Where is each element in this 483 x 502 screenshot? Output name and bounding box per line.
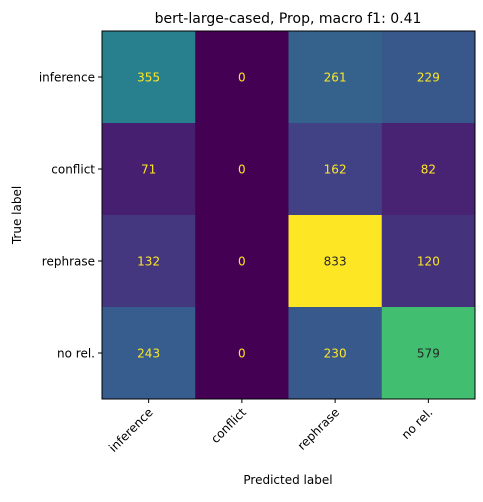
y-tick-label: rephrase [42,255,95,269]
y-axis-ticks: inference conflict rephrase no rel. [39,71,102,361]
axes-frame [101,30,476,400]
cell-value-label: 229 [417,71,440,85]
cell-value-label: 82 [421,163,436,177]
heatmap-cell-r0-c2 [288,31,383,124]
cell-value-label: 579 [417,347,440,361]
cell-value-label: 0 [238,163,246,177]
heatmap-cell-r2-c0 [102,215,196,308]
heatmap-cells [102,31,476,400]
cell-value-label: 0 [238,71,246,85]
cell-value-label: 833 [324,255,347,269]
heatmap-cell-r1-c2 [288,123,383,216]
cell-value-labels: 355 0 261 229 71 0 162 82 132 0 833 120 243 0 230 579 [137,71,440,361]
heatmap-cell-r3-c1 [195,307,289,400]
chart-title: bert-large-cased, Prop, macro f1: 0.41 [155,11,422,27]
heatmap-cell-r0-c3 [381,31,476,124]
cell-value-label: 71 [141,163,156,177]
cell-value-label: 355 [137,71,160,85]
y-axis-label: True label [10,186,24,245]
heatmap-cell-r3-c2 [288,307,383,400]
y-tick-label: inference [39,71,95,85]
cell-value-label: 132 [137,255,160,269]
cell-value-label: 0 [238,347,246,361]
cell-value-label: 230 [324,347,347,361]
heatmap-cell-r1-c3 [381,123,476,216]
heatmap-cell-r2-c2 [288,215,383,308]
heatmap-cell-r1-c1 [195,123,289,216]
cell-value-label: 120 [417,255,440,269]
heatmap-cell-r3-c3 [381,307,476,400]
cell-value-label: 162 [324,163,347,177]
heatmap-cell-r0-c0 [102,31,196,124]
heatmap-cell-r0-c1 [195,31,289,124]
cell-value-label: 0 [238,255,246,269]
x-axis-label: Predicted label [243,473,332,487]
y-tick-label: conflict [51,163,95,177]
cell-value-label: 261 [324,71,347,85]
heatmap-cell-r1-c0 [102,123,196,216]
y-tick-label: no rel. [57,347,95,361]
heatmap-cell-r2-c3 [381,215,476,308]
cell-value-label: 243 [137,347,160,361]
heatmap-cell-r2-c1 [195,215,289,308]
heatmap-cell-r3-c0 [102,307,196,400]
